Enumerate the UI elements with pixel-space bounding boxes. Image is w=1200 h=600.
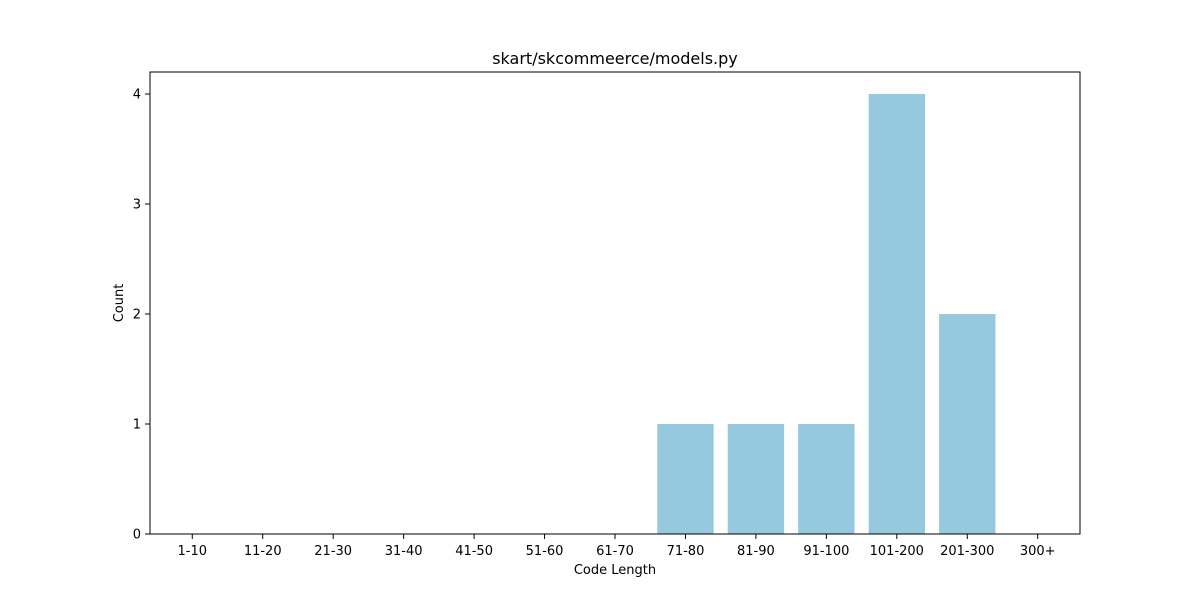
bar-201-300 <box>939 314 996 534</box>
y-tick-label: 2 <box>133 308 141 323</box>
x-tick-label: 201-300 <box>940 544 994 559</box>
x-tick-label: 300+ <box>1020 544 1056 559</box>
x-tick-label: 51-60 <box>526 544 564 559</box>
x-tick-label: 41-50 <box>455 544 493 559</box>
bar-101-200 <box>868 94 925 534</box>
bar-71-80 <box>657 424 714 534</box>
x-tick-label: 31-40 <box>385 544 423 559</box>
x-tick-label: 91-100 <box>803 544 849 559</box>
x-tick-label: 101-200 <box>870 544 924 559</box>
bar-81-90 <box>727 424 785 534</box>
chart-title: skart/skcommeerce/models.py <box>492 49 738 68</box>
y-tick-label: 3 <box>133 198 141 213</box>
x-axis-title: Code Length <box>574 563 656 578</box>
y-tick-label: 0 <box>133 528 141 543</box>
x-axis: 1-10 11-20 21-30 31-40 41-50 51-60 61-70 71-80 8… <box>178 534 1056 559</box>
x-tick-label: 81-90 <box>737 544 775 559</box>
y-tick-label: 4 <box>133 88 141 103</box>
x-tick-label: 11-20 <box>244 544 282 559</box>
bars-group <box>657 94 996 534</box>
bar-91-100 <box>798 424 855 534</box>
y-axis: 0 1 2 3 4 <box>133 88 150 543</box>
x-tick-label: 71-80 <box>667 544 705 559</box>
x-tick-label: 21-30 <box>314 544 352 559</box>
y-tick-label: 1 <box>133 418 141 433</box>
y-axis-title: Count <box>112 284 127 323</box>
x-tick-label: 61-70 <box>596 544 634 559</box>
x-tick-label: 1-10 <box>178 544 208 559</box>
